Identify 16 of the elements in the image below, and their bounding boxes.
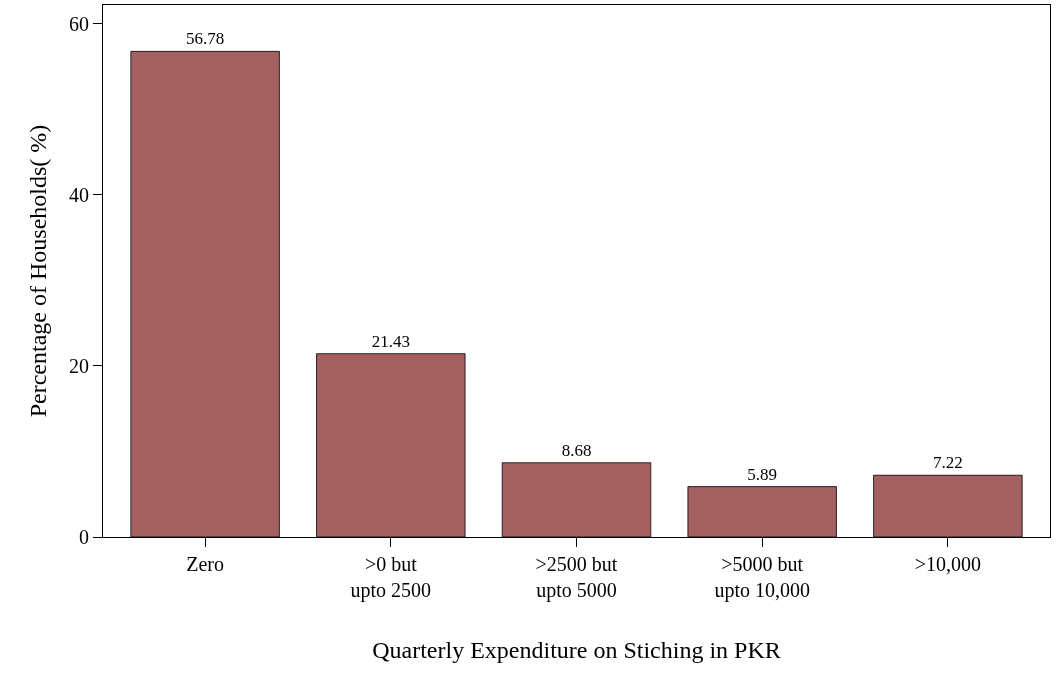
- x-tick-label: >2500 but upto 5000: [535, 553, 618, 602]
- data-label: 5.89: [747, 464, 778, 484]
- y-tick-label: 40: [69, 183, 89, 206]
- y-tick-label: 60: [69, 12, 89, 35]
- x-tick-label: >10,000: [914, 553, 982, 575]
- y-tick-label: 0: [79, 526, 89, 548]
- y-axis-title: Percentage of Households( %): [25, 124, 52, 418]
- x-tick-label: Zero: [186, 553, 225, 575]
- data-label: 21.43: [371, 331, 410, 351]
- x-tick-label: >5000 but upto 10,000: [714, 553, 810, 602]
- data-label: 8.68: [561, 440, 592, 460]
- x-tick-label: >0 but upto 2500: [350, 553, 432, 602]
- data-label: 56.78: [186, 29, 225, 49]
- y-tick-label: 20: [69, 354, 89, 377]
- data-label: 7.22: [933, 453, 963, 473]
- x-axis-title: Quarterly Expenditure on Stiching in PKR: [372, 637, 781, 664]
